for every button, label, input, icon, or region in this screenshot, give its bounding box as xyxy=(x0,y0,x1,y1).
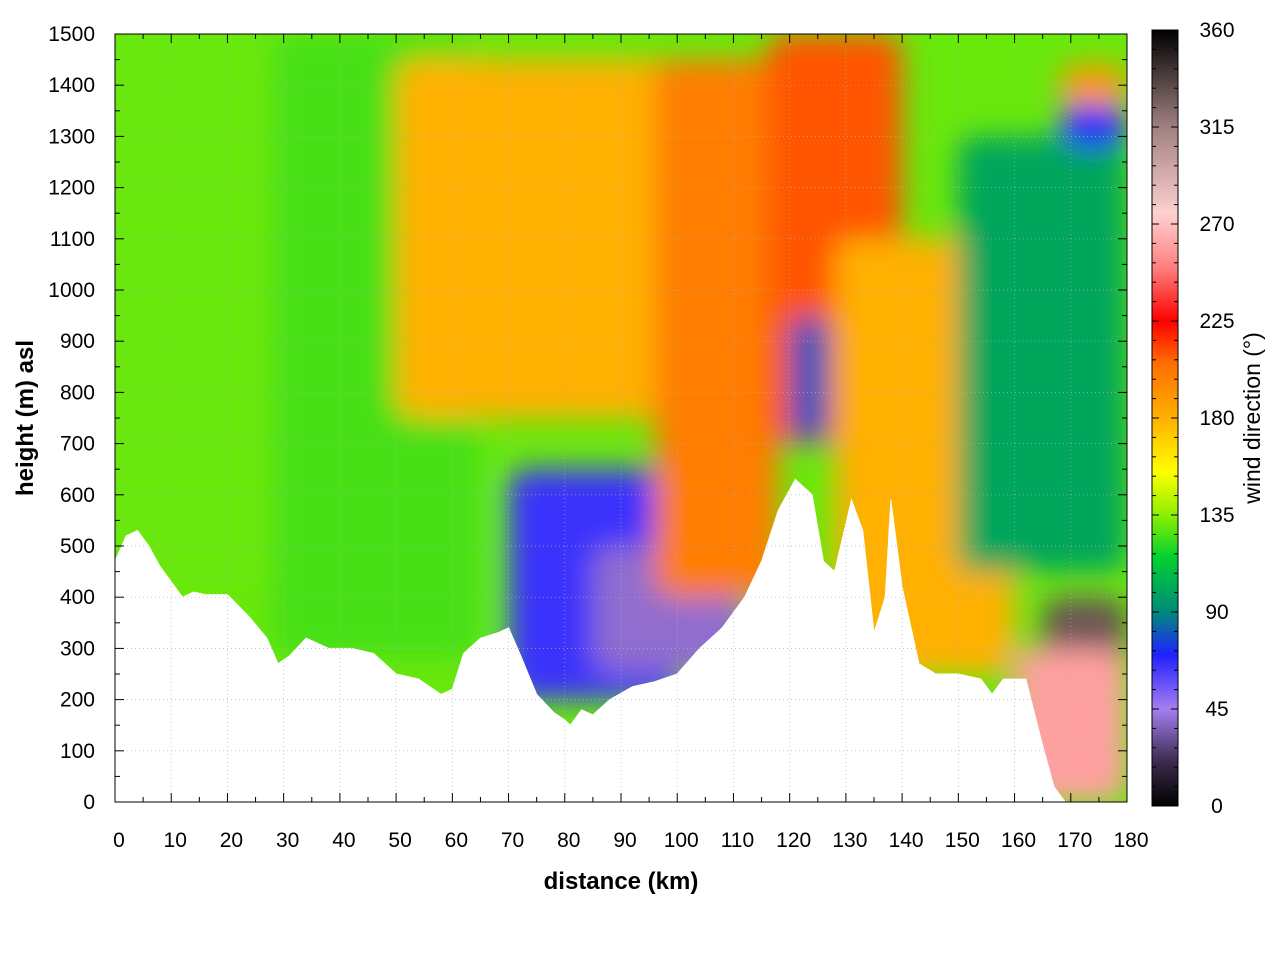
y-tick-label: 0 xyxy=(83,791,95,814)
x-axis: 0 10 20 30 40 50 60 70 80 90 100 110 120 130 140 150 160… xyxy=(113,34,1149,852)
x-tick-label: 30 xyxy=(276,829,299,852)
x-tick-label: 120 xyxy=(776,829,811,852)
x-tick-label: 170 xyxy=(1057,829,1092,852)
field-region-11 xyxy=(1059,64,1127,106)
y-tick-label: 1300 xyxy=(48,125,95,148)
y-tick-label: 200 xyxy=(60,689,95,712)
y-tick-label: 1100 xyxy=(50,228,95,251)
x-tick-label: 110 xyxy=(721,829,754,852)
y-tick-label: 900 xyxy=(60,330,95,353)
colorbar-tick-label: 180 xyxy=(1199,407,1234,430)
x-tick-label: 50 xyxy=(388,829,411,852)
y-axis-title: height (m) asl xyxy=(12,340,39,496)
y-tick-label: 700 xyxy=(60,433,95,456)
y-tick-label: 500 xyxy=(60,535,95,558)
field-region-7 xyxy=(789,315,830,444)
colorbar-axis: 0 45 90 135 180 225 270 315 360 xyxy=(1152,19,1235,818)
x-axis-title: distance (km) xyxy=(544,868,699,895)
colorbar-tick-label: 270 xyxy=(1199,213,1234,236)
y-tick-label: 600 xyxy=(60,484,95,507)
y-tick-label: 400 xyxy=(60,586,95,609)
x-tick-label: 150 xyxy=(945,829,980,852)
colorbar-tick-label: 225 xyxy=(1199,310,1234,333)
x-tick-label: 130 xyxy=(832,829,867,852)
y-axis: 0 100 200 300 400 500 600 700 800 900 1000 1100 1200… xyxy=(48,23,1127,814)
field-region-5 xyxy=(654,59,779,598)
terrain-outline xyxy=(114,33,1128,803)
colorbar-tick-label: 0 xyxy=(1211,795,1223,818)
y-tick-label: 1500 xyxy=(48,23,95,46)
x-tick-label: 10 xyxy=(164,829,187,852)
y-tick-label: 1400 xyxy=(48,74,95,97)
x-tick-label: 70 xyxy=(501,829,524,852)
x-tick-label: 180 xyxy=(1113,829,1148,852)
field-region-10 xyxy=(1059,105,1127,147)
x-tick-label: 160 xyxy=(1001,829,1036,852)
y-tick-label: 1200 xyxy=(48,177,95,200)
colorbar-tick-label: 135 xyxy=(1199,504,1234,527)
grid xyxy=(115,34,1127,802)
colorbar-tick-label: 90 xyxy=(1205,601,1228,624)
y-tick-label: 300 xyxy=(60,637,95,660)
field-region-9 xyxy=(958,136,1127,572)
x-tick-label: 140 xyxy=(889,829,924,852)
x-tick-label: 90 xyxy=(613,829,636,852)
colorbar-tick-label: 360 xyxy=(1199,19,1234,42)
x-tick-label: 20 xyxy=(220,829,243,852)
colorbar-tick-label: 45 xyxy=(1205,698,1228,721)
y-tick-label: 1000 xyxy=(48,279,95,302)
colorbar-title: wind direction (°) xyxy=(1239,332,1265,505)
x-tick-label: 100 xyxy=(664,829,699,852)
colorbar-tick-label: 315 xyxy=(1199,116,1234,139)
x-tick-label: 0 xyxy=(113,829,125,852)
y-tick-label: 100 xyxy=(60,740,95,763)
field-region-0 xyxy=(115,34,273,587)
x-tick-label: 80 xyxy=(557,829,580,852)
y-tick-label: 800 xyxy=(60,381,95,404)
x-tick-label: 40 xyxy=(332,829,355,852)
x-tick-label: 60 xyxy=(445,829,468,852)
field-region-2 xyxy=(396,59,678,418)
